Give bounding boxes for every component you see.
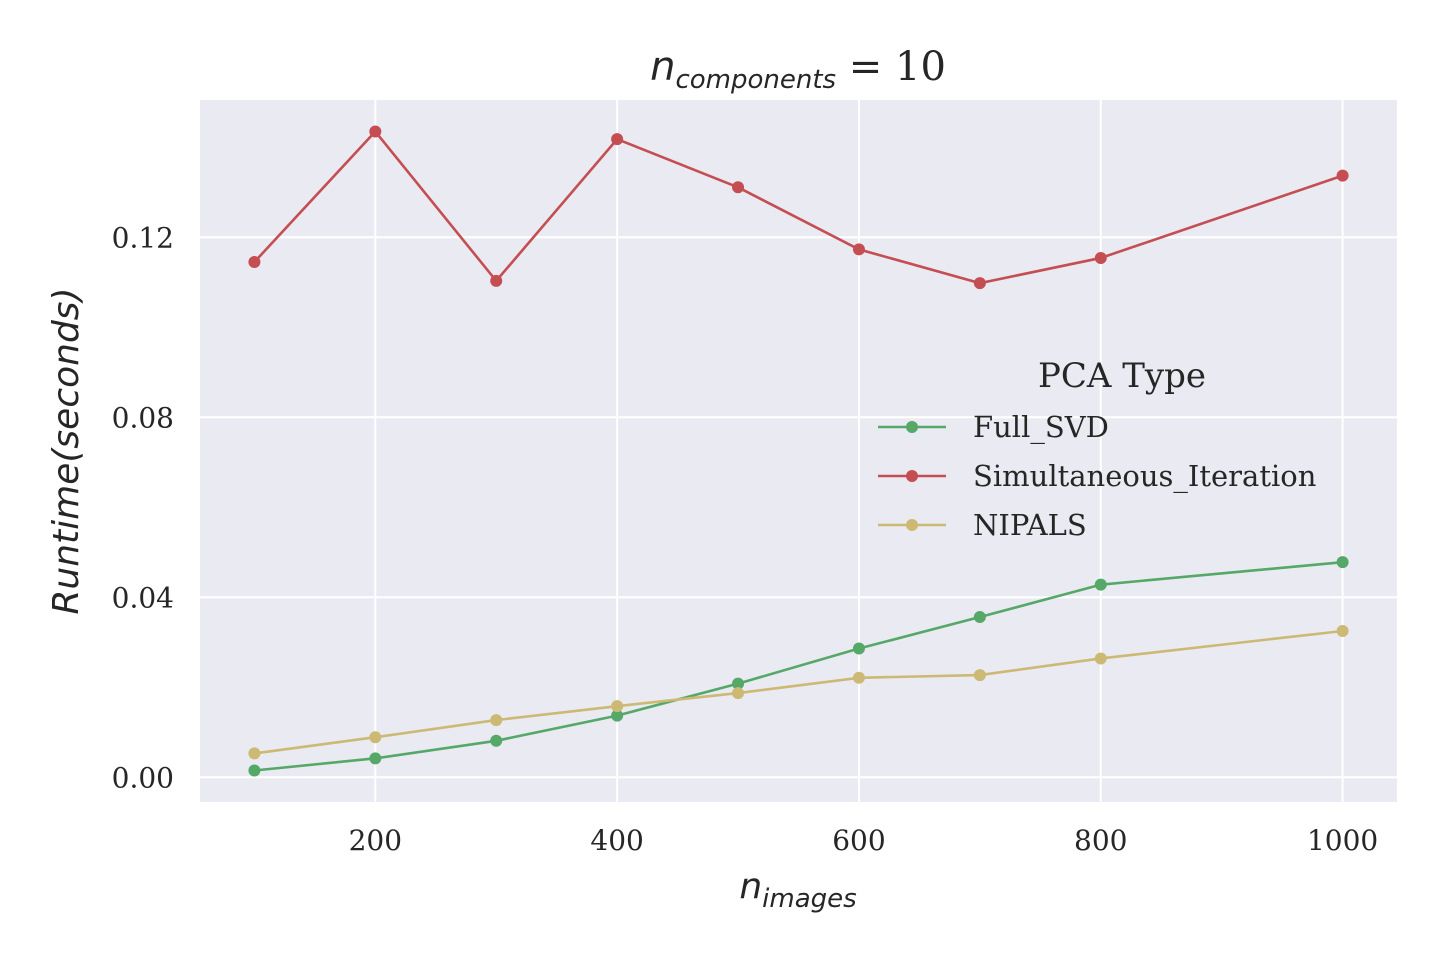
series-full-svd xyxy=(248,556,1349,777)
data-point-full-svd xyxy=(490,734,503,747)
chart-title: ncomponents = 10 xyxy=(650,44,946,95)
data-point-nipals xyxy=(973,669,986,682)
data-point-simultaneous-iteration xyxy=(248,256,261,268)
y-tick-labels: 0.00 0.04 0.08 0.12 xyxy=(112,221,174,794)
x-tick-label: 400 xyxy=(590,824,643,857)
data-point-nipals xyxy=(852,671,865,684)
data-point-nipals xyxy=(1336,625,1349,637)
series-simultaneous-iteration xyxy=(248,125,1349,290)
series-nipals xyxy=(248,625,1349,760)
data-point-nipals xyxy=(732,687,745,700)
plot-area xyxy=(200,100,1397,802)
data-point-full-svd xyxy=(611,709,624,722)
x-tick-label: 1000 xyxy=(1307,824,1378,857)
legend-swatch-marker xyxy=(906,470,918,482)
data-point-nipals xyxy=(1094,652,1107,665)
x-tick-labels: 200 400 600 800 1000 xyxy=(349,824,1379,857)
data-point-full-svd xyxy=(248,764,261,777)
data-point-full-svd xyxy=(369,752,382,765)
data-point-full-svd xyxy=(1094,578,1107,591)
y-tick-label: 0.00 xyxy=(112,761,174,794)
data-point-nipals xyxy=(369,731,382,744)
data-point-nipals xyxy=(611,700,624,713)
gridlines xyxy=(200,100,1397,802)
x-tick-label: 800 xyxy=(1074,824,1127,857)
y-tick-label: 0.08 xyxy=(112,401,174,434)
legend-item-full-svd: Full_SVD xyxy=(878,410,1109,445)
chart-title-suffix: = 10 xyxy=(836,44,946,90)
data-point-simultaneous-iteration xyxy=(1336,169,1349,182)
y-tick-label: 0.12 xyxy=(112,221,174,254)
x-tick-label: 200 xyxy=(349,824,402,857)
x-axis-label-main: n xyxy=(739,866,762,907)
data-point-simultaneous-iteration xyxy=(611,133,624,146)
data-point-full-svd xyxy=(732,677,745,690)
data-point-simultaneous-iteration xyxy=(732,181,745,194)
data-point-simultaneous-iteration xyxy=(490,274,503,287)
series-group xyxy=(248,125,1349,777)
x-tick-label: 600 xyxy=(832,824,885,857)
legend-swatch-marker xyxy=(906,421,918,433)
legend-label: Simultaneous_Iteration xyxy=(973,459,1316,494)
data-point-nipals xyxy=(248,747,261,760)
legend-swatch-marker xyxy=(906,519,918,531)
data-point-full-svd xyxy=(1336,556,1349,569)
chart-title-subscript: components xyxy=(675,65,836,95)
x-axis-label: nimages xyxy=(739,866,856,914)
chart-title-main: n xyxy=(650,44,675,90)
data-point-simultaneous-iteration xyxy=(852,243,865,256)
legend-title: PCA Type xyxy=(1038,356,1206,396)
x-axis-label-subscript: images xyxy=(762,884,857,914)
legend-item-nipals: NIPALS xyxy=(878,508,1087,542)
legend-label: NIPALS xyxy=(973,508,1087,542)
data-point-full-svd xyxy=(973,611,986,624)
data-point-full-svd xyxy=(852,642,865,655)
legend: PCA Type Full_SVD Simultaneous_Iteration N… xyxy=(878,356,1316,542)
legend-label: Full_SVD xyxy=(973,410,1109,445)
data-point-nipals xyxy=(490,714,503,727)
legend-item-simultaneous-iteration: Simultaneous_Iteration xyxy=(878,459,1316,494)
data-point-simultaneous-iteration xyxy=(973,277,986,290)
y-tick-label: 0.04 xyxy=(112,581,174,614)
y-axis-label: Runtime(seconds) xyxy=(46,287,87,614)
data-point-simultaneous-iteration xyxy=(1094,251,1107,264)
data-point-simultaneous-iteration xyxy=(369,125,382,138)
